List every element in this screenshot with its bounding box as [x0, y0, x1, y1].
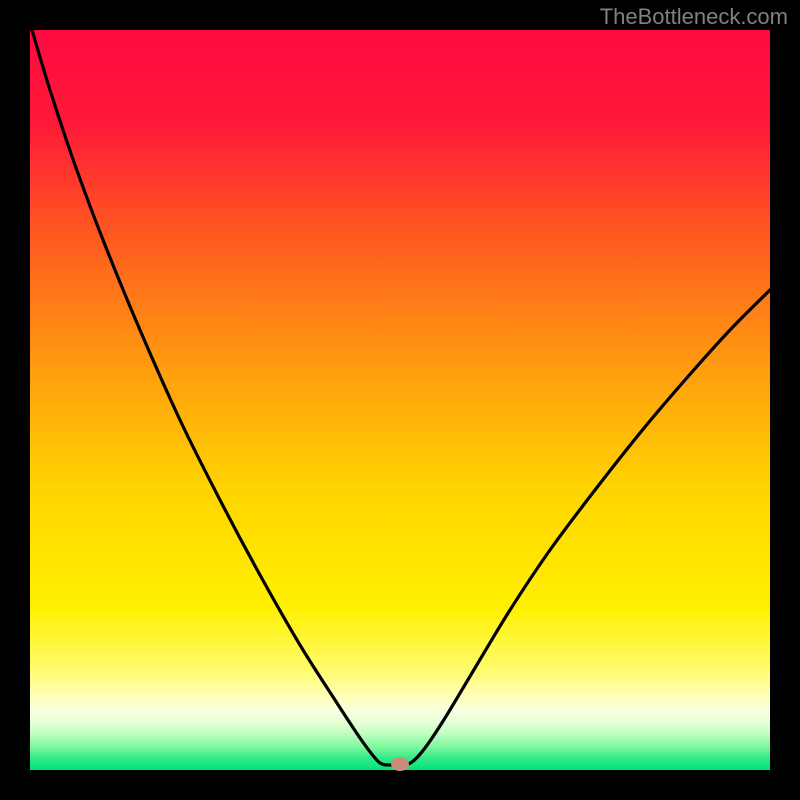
plot-area: [30, 30, 770, 770]
current-config-marker: [391, 757, 409, 771]
bottleneck-chart: TheBottleneck.com: [0, 0, 800, 800]
watermark-text: TheBottleneck.com: [600, 4, 788, 29]
